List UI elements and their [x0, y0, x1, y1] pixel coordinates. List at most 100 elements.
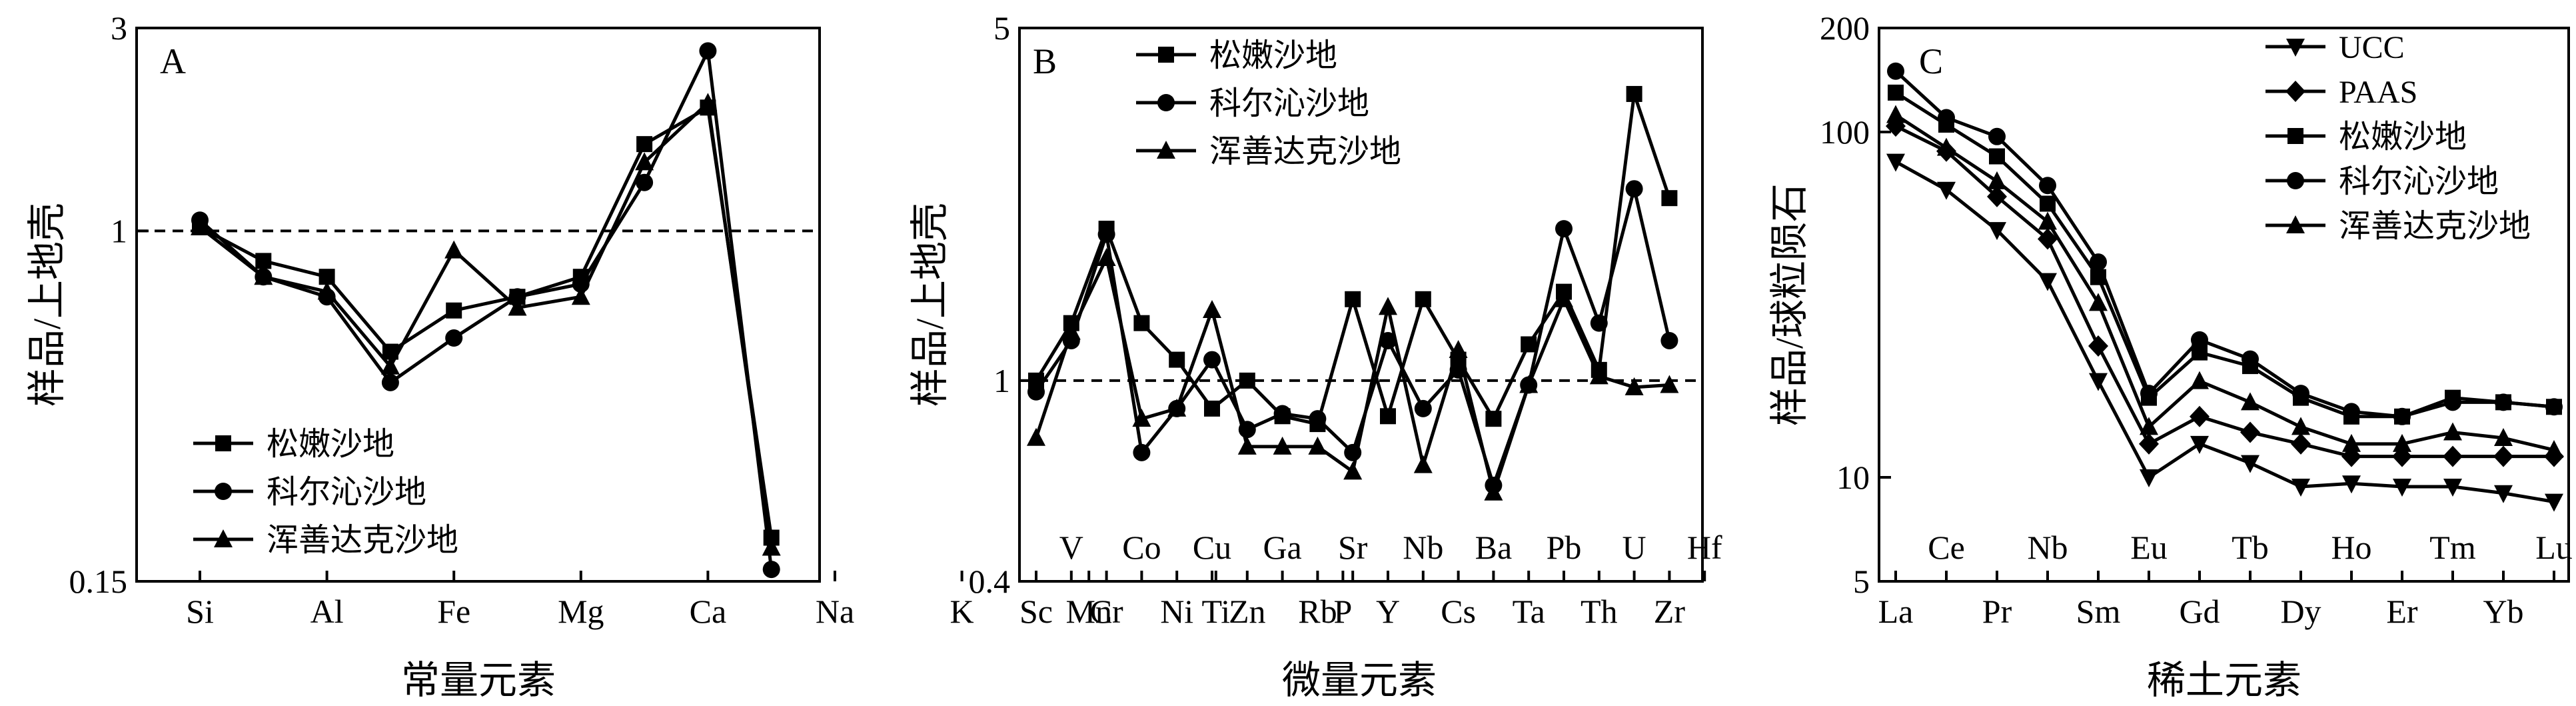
data-point: [255, 253, 272, 269]
data-point: [2291, 478, 2310, 497]
data-point: [1204, 400, 1220, 417]
x-tick-label: Hf: [1687, 529, 1722, 566]
data-point: [1886, 153, 1905, 172]
data-point: [2241, 392, 2259, 411]
x-tick-label: V: [1059, 529, 1083, 566]
data-point: [444, 240, 464, 259]
data-point: [1027, 427, 1045, 446]
data-point: [2342, 433, 2361, 452]
data-point: [636, 136, 653, 153]
data-point: [1167, 398, 1187, 417]
data-point: [2089, 373, 2108, 391]
panel-b: 5 1 0.4Sc Cr Ni Zn Rb Y Cs Ta Th Zr V Co Cu Ga Sr Nb Ba Pb U…: [908, 9, 1722, 702]
data-point: [2545, 398, 2563, 416]
data-point: [2190, 435, 2209, 454]
panel-c: 200 100 10 5La Pr Sm Gd Dy Er Yb Ce Nb Eu Tb Ho Tm Lu C 稀土…: [1768, 9, 2573, 702]
plot-frame: [135, 27, 821, 583]
x-tick-label: Sc: [1019, 593, 1053, 630]
x-tick-label: Tb: [2232, 529, 2269, 566]
x-axis-title: 稀土元素: [2147, 659, 2301, 702]
data-point: [1380, 408, 1396, 425]
x-tick-label: Y: [1376, 593, 1400, 630]
data-point: [698, 93, 718, 111]
data-point: [446, 302, 462, 319]
data-point: [508, 297, 527, 316]
legend-marker: [214, 529, 233, 547]
x-tick-label: U: [1622, 529, 1646, 566]
legend-label: UCC: [2339, 30, 2405, 65]
data-point: [2088, 335, 2108, 357]
x-tick-label: Nb: [1403, 529, 1443, 566]
legend-marker: [1158, 47, 1174, 63]
series: [1886, 153, 2563, 512]
legend-marker: [215, 435, 231, 451]
data-point: [1887, 62, 1904, 80]
legend-marker: [215, 483, 232, 500]
panel-label: C: [1919, 41, 1943, 81]
data-point: [1239, 372, 1255, 389]
series-line: [1894, 69, 2555, 419]
data-point: [1987, 185, 2007, 207]
y-tick-label: 0.15: [69, 563, 128, 600]
data-point: [571, 287, 590, 305]
series-line: [199, 101, 774, 548]
x-tick-label: K: [950, 593, 974, 630]
data-point: [2190, 405, 2210, 427]
data-point: [1938, 109, 1955, 127]
x-tick-label: Fe: [437, 593, 470, 630]
data-point: [508, 288, 526, 306]
data-point: [1521, 336, 1537, 353]
series: [1886, 105, 2563, 459]
data-point: [762, 537, 781, 556]
data-point: [2291, 417, 2310, 435]
data-point: [1888, 84, 1904, 101]
data-point: [2191, 331, 2208, 349]
legend-marker: [1157, 141, 1175, 159]
x-tick-label: Ba: [1475, 529, 1513, 566]
data-point: [635, 152, 654, 171]
data-point: [1273, 436, 1292, 455]
x-tick-label: Rb: [1298, 593, 1337, 630]
x-tick-label: P: [1333, 593, 1352, 630]
x-tick-label: Nb: [2027, 529, 2068, 566]
data-point: [1449, 339, 1468, 358]
x-tick-label: Co: [1122, 529, 1161, 566]
series-line: [199, 49, 774, 570]
x-tick-label: Na: [816, 593, 854, 630]
data-point: [381, 373, 399, 391]
data-point: [380, 356, 400, 375]
legend-label: PAAS: [2339, 75, 2417, 110]
data-point: [2242, 350, 2259, 368]
data-point: [2292, 385, 2309, 403]
data-point: [1660, 331, 1678, 349]
data-point: [1937, 137, 1956, 156]
data-point: [762, 561, 780, 579]
data-point: [1555, 220, 1573, 238]
y-tick-label: 1: [993, 362, 1010, 399]
x-tick-label: Sr: [1338, 529, 1368, 566]
data-point: [1309, 410, 1327, 428]
x-tick-label: La: [1878, 593, 1914, 630]
x-tick-label: Eu: [2130, 529, 2168, 566]
data-point: [2393, 407, 2411, 425]
legend-marker: [2286, 215, 2305, 233]
x-tick-label: Cu: [1193, 529, 1231, 566]
data-point: [1133, 315, 1150, 331]
data-point: [1133, 443, 1151, 461]
data-point: [2240, 421, 2260, 443]
x-tick-label: Ni: [1160, 593, 1193, 630]
x-tick-label: Cs: [1441, 593, 1476, 630]
y-tick-label: 100: [1820, 113, 1870, 151]
y-tick-label: 1: [111, 212, 127, 249]
x-tick-label: Ga: [1263, 529, 1301, 566]
data-point: [1519, 375, 1539, 393]
data-point: [317, 281, 336, 300]
data-point: [2495, 393, 2512, 411]
data-point: [1555, 289, 1573, 307]
x-tick-label: Yb: [2483, 593, 2523, 630]
data-point: [699, 42, 717, 60]
data-point: [2139, 433, 2159, 455]
x-tick-label: Cr: [1090, 593, 1123, 630]
legend-marker: [2285, 81, 2305, 102]
legend-label: 科尔沁沙地: [2339, 164, 2499, 199]
